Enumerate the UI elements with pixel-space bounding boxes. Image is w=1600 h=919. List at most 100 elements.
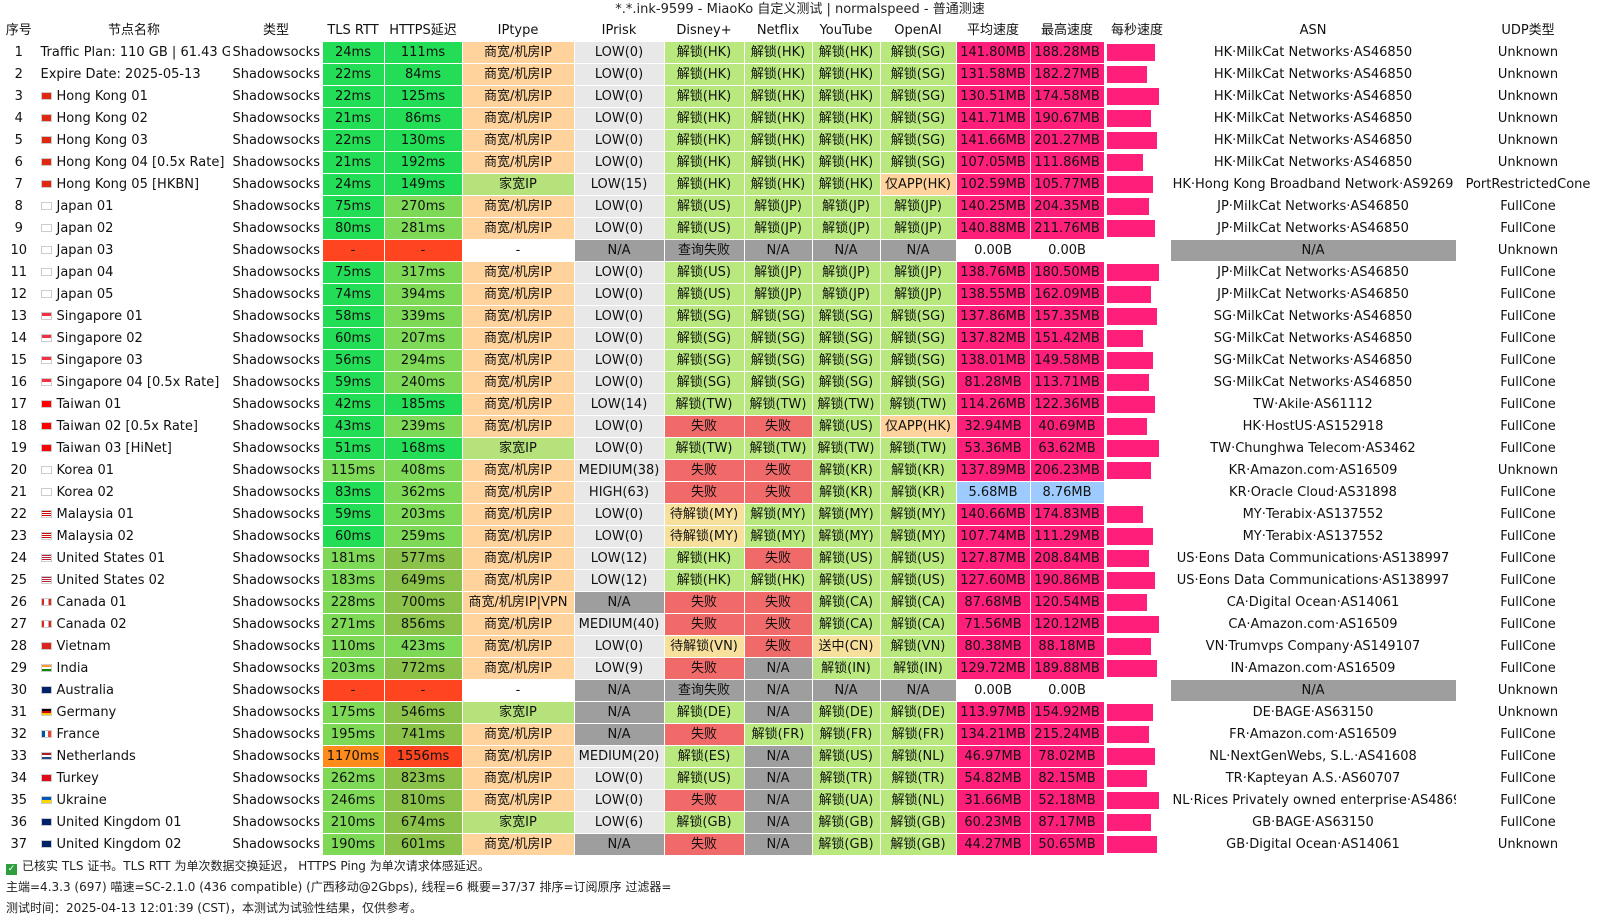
column-header[interactable]: UDP类型 [1456, 20, 1600, 42]
table-row[interactable]: 32 France Shadowsocks 195ms 741ms 商宽/机房IP N/A 失… [0, 723, 1600, 746]
table-row[interactable]: 36 United Kingdom 01 Shadowsocks 210ms 674ms… [0, 811, 1600, 834]
tls-rtt: 24ms [322, 173, 385, 196]
node-name-cell: Traffic Plan: 110 GB | 61.43 GB [38, 41, 231, 64]
node-name-cell: Singapore 04 [0.5x Rate] [38, 371, 231, 394]
table-row[interactable]: 26 Canada 01 Shadowsocks 228ms 700ms 商宽/机房IP|… [0, 591, 1600, 614]
column-header[interactable]: ASN [1170, 20, 1457, 42]
table-row[interactable]: 21 Korea 02 Shadowsocks 83ms 362ms 商宽/机房IP HIG… [0, 481, 1600, 504]
per-second-speed [1104, 723, 1171, 746]
table-row[interactable]: 4 Hong Kong 02 Shadowsocks 21ms 86ms 商宽/机房IP L… [0, 107, 1600, 130]
avg-speed: 32.94MB [956, 415, 1031, 438]
max-speed: 87.17MB [1030, 811, 1105, 834]
proxy-type: Shadowsocks [230, 525, 323, 548]
row-index: 14 [0, 327, 39, 350]
node-name-cell: Singapore 02 [38, 327, 231, 350]
table-row[interactable]: 28 Vietnam Shadowsocks 110ms 423ms 商宽/机房IP LOW… [0, 635, 1600, 658]
row-index: 11 [0, 261, 39, 284]
https-latency: 362ms [384, 481, 463, 504]
https-latency: 577ms [384, 547, 463, 570]
ip-risk: LOW(0) [574, 195, 665, 218]
table-row[interactable]: 35 Ukraine Shadowsocks 246ms 810ms 商宽/机房IP LOW… [0, 789, 1600, 812]
node-name: Japan 05 [56, 287, 114, 302]
netflix-status: 解锁(SG) [744, 327, 813, 350]
column-header[interactable]: 类型 [230, 20, 323, 42]
netflix-status: N/A [744, 679, 813, 702]
row-index: 31 [0, 701, 39, 724]
table-row[interactable]: 27 Canada 02 Shadowsocks 271ms 856ms 商宽/机房IP M… [0, 613, 1600, 636]
table-row[interactable]: 6 Hong Kong 04 [0.5x Rate] Shadowsocks 21ms… [0, 151, 1600, 174]
column-header[interactable]: Netflix [744, 20, 813, 42]
disney-status: 解锁(ES) [664, 745, 745, 768]
table-row[interactable]: 16 Singapore 04 [0.5x Rate] Shadowsocks 59m… [0, 371, 1600, 394]
max-speed: 208.84MB [1030, 547, 1105, 570]
openai-status: 仅APP(HK) [880, 173, 957, 196]
per-second-speed [1104, 525, 1171, 548]
per-second-speed [1104, 591, 1171, 614]
table-row[interactable]: 7 Hong Kong 05 [HKBN] Shadowsocks 24ms 149ms… [0, 173, 1600, 196]
row-index: 18 [0, 415, 39, 438]
table-row[interactable]: 10 Japan 03 Shadowsocks - - - N/A 查询失败 N/A N/A N/A… [0, 239, 1600, 262]
table-row[interactable]: 3 Hong Kong 01 Shadowsocks 22ms 125ms 商宽/机房IP… [0, 85, 1600, 108]
node-name: Traffic Plan: 110 GB | 61.43 GB [40, 45, 230, 60]
openai-status: 解锁(SG) [880, 371, 957, 394]
table-row[interactable]: 11 Japan 04 Shadowsocks 75ms 317ms 商宽/机房IP LOW… [0, 261, 1600, 284]
table-row[interactable]: 24 United States 01 Shadowsocks 181ms 577ms 商… [0, 547, 1600, 570]
udp-type: FullCone [1456, 261, 1600, 284]
table-row[interactable]: 29 India Shadowsocks 203ms 772ms 商宽/机房IP LOW(9… [0, 657, 1600, 680]
table-row[interactable]: 1 Traffic Plan: 110 GB | 61.43 GB Shadowso… [0, 41, 1600, 64]
column-header[interactable]: IPrisk [574, 20, 665, 42]
speed-sparkline [1106, 550, 1149, 567]
openai-status: 解锁(SG) [880, 349, 957, 372]
disney-status: 解锁(HK) [664, 129, 745, 152]
column-header[interactable]: TLS RTT [322, 20, 385, 42]
table-row[interactable]: 23 Malaysia 02 Shadowsocks 60ms 259ms 商宽/机房IP… [0, 525, 1600, 548]
table-row[interactable]: 17 Taiwan 01 Shadowsocks 42ms 185ms 商宽/机房IP LO… [0, 393, 1600, 416]
table-row[interactable]: 14 Singapore 02 Shadowsocks 60ms 207ms 商宽/机房I… [0, 327, 1600, 350]
proxy-type: Shadowsocks [230, 349, 323, 372]
table-row[interactable]: 9 Japan 02 Shadowsocks 80ms 281ms 商宽/机房IP LOW(… [0, 217, 1600, 240]
table-row[interactable]: 12 Japan 05 Shadowsocks 74ms 394ms 商宽/机房IP LOW… [0, 283, 1600, 306]
table-row[interactable]: 33 Netherlands Shadowsocks 1170ms 1556ms 商宽/机… [0, 745, 1600, 768]
table-row[interactable]: 31 Germany Shadowsocks 175ms 546ms 家宽IP N/A 解锁(… [0, 701, 1600, 724]
row-index: 7 [0, 173, 39, 196]
netflix-status: N/A [744, 811, 813, 834]
table-row[interactable]: 19 Taiwan 03 [HiNet] Shadowsocks 51ms 168ms 家… [0, 437, 1600, 460]
column-header[interactable]: HTTPS延迟 [384, 20, 463, 42]
proxy-type: Shadowsocks [230, 591, 323, 614]
node-name: Germany [56, 705, 117, 720]
column-header[interactable]: YouTube [812, 20, 881, 42]
ip-risk: LOW(0) [574, 503, 665, 526]
table-row[interactable]: 37 United Kingdom 02 Shadowsocks 190ms 601ms… [0, 833, 1600, 856]
table-row[interactable]: 18 Taiwan 02 [0.5x Rate] Shadowsocks 43ms 23… [0, 415, 1600, 438]
per-second-speed [1104, 811, 1171, 834]
column-header[interactable]: OpenAI [880, 20, 957, 42]
column-header[interactable]: IPtype [462, 20, 575, 42]
table-row[interactable]: 34 Turkey Shadowsocks 262ms 823ms 商宽/机房IP LOW(… [0, 767, 1600, 790]
netflix-status: 失败 [744, 415, 813, 438]
asn: MY·Terabix·AS137552 [1170, 503, 1457, 526]
avg-speed: 137.89MB [956, 459, 1031, 482]
column-header[interactable]: Disney+ [664, 20, 745, 42]
https-latency: 125ms [384, 85, 463, 108]
node-name-cell: Hong Kong 05 [HKBN] [38, 173, 231, 196]
node-name: Singapore 04 [0.5x Rate] [56, 375, 220, 390]
table-row[interactable]: 30 Australia Shadowsocks - - - N/A 查询失败 N/A N/A N/… [0, 679, 1600, 702]
column-header[interactable]: 序号 [0, 20, 39, 42]
table-row[interactable]: 25 United States 02 Shadowsocks 183ms 649ms 商… [0, 569, 1600, 592]
footer-line-1: ✓ 已核实 TLS 证书。TLS RTT 为单次数据交换延迟， HTTPS Pin… [6, 856, 1600, 877]
table-row[interactable]: 2 Expire Date: 2025-05-13 Shadowsocks 22ms 8… [0, 63, 1600, 86]
column-header[interactable]: 每秒速度 [1104, 20, 1171, 42]
column-header[interactable]: 最高速度 [1030, 20, 1105, 42]
table-row[interactable]: 8 Japan 01 Shadowsocks 75ms 270ms 商宽/机房IP LOW(… [0, 195, 1600, 218]
table-row[interactable]: 20 Korea 01 Shadowsocks 115ms 408ms 商宽/机房IP ME… [0, 459, 1600, 482]
table-row[interactable]: 5 Hong Kong 03 Shadowsocks 22ms 130ms 商宽/机房IP… [0, 129, 1600, 152]
max-speed: 189.88MB [1030, 657, 1105, 680]
table-row[interactable]: 13 Singapore 01 Shadowsocks 58ms 339ms 商宽/机房I… [0, 305, 1600, 328]
column-header[interactable]: 节点名称 [38, 20, 231, 42]
column-header[interactable]: 平均速度 [956, 20, 1031, 42]
table-row[interactable]: 22 Malaysia 01 Shadowsocks 59ms 203ms 商宽/机房IP… [0, 503, 1600, 526]
table-row[interactable]: 15 Singapore 03 Shadowsocks 56ms 294ms 商宽/机房I… [0, 349, 1600, 372]
udp-type: FullCone [1456, 503, 1600, 526]
disney-status: 解锁(GB) [664, 811, 745, 834]
speed-sparkline [1106, 572, 1155, 589]
